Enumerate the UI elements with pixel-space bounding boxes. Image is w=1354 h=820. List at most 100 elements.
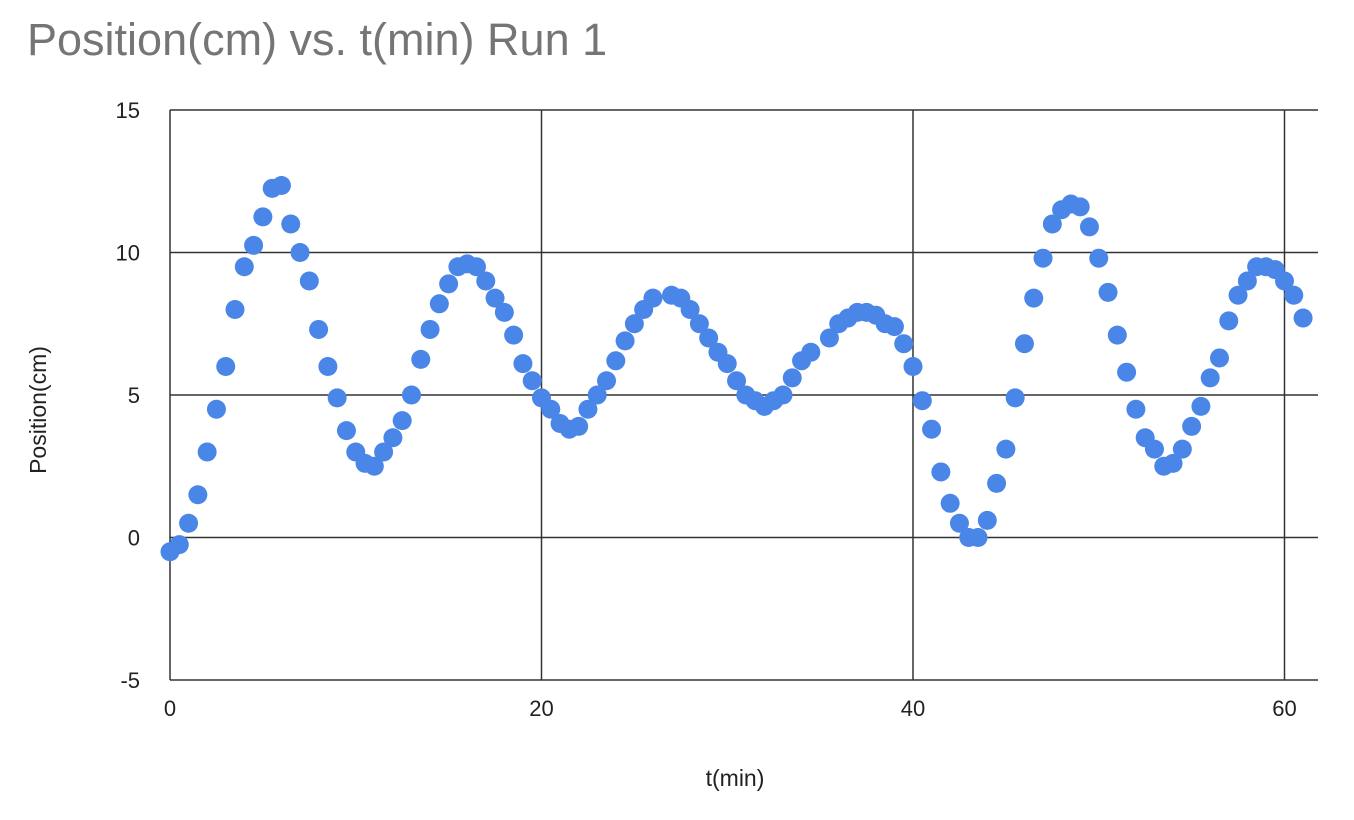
data-point [1209, 348, 1229, 368]
data-point [504, 325, 524, 345]
data-point [894, 334, 914, 354]
data-point [643, 288, 663, 308]
data-point [587, 385, 607, 405]
data-point [1163, 453, 1183, 473]
data-point [1172, 439, 1192, 459]
data-point [309, 319, 329, 339]
data-point [1200, 368, 1220, 388]
data-point [216, 357, 236, 376]
data-point [429, 294, 449, 314]
data-point [1070, 197, 1090, 217]
data-point [411, 349, 431, 369]
data-point [1098, 282, 1118, 302]
data-point [1117, 362, 1137, 382]
data-point [281, 214, 301, 234]
data-point [439, 274, 459, 294]
data-point [327, 388, 347, 408]
data-point [977, 510, 997, 530]
data-point [364, 456, 384, 476]
data-point [1228, 285, 1248, 305]
data-point [1237, 271, 1257, 291]
data-point [940, 493, 960, 513]
data-point [1284, 285, 1304, 305]
data-point [318, 357, 338, 376]
data-point [271, 176, 291, 196]
data-point [689, 314, 709, 334]
data-point [244, 235, 264, 255]
data-point [401, 385, 421, 405]
x-tick-label: 0 [164, 696, 176, 721]
x-tick-labels: 0 20 40 60 [164, 696, 1297, 721]
data-point [197, 442, 217, 462]
data-point [931, 462, 951, 482]
data-point [903, 357, 923, 376]
data-point [782, 368, 802, 388]
data-point [624, 314, 644, 334]
x-tick-label: 20 [529, 696, 553, 721]
data-point [680, 300, 700, 319]
data-point [968, 528, 988, 547]
data-point [996, 439, 1016, 459]
data-points [160, 176, 1313, 562]
data-point [1033, 248, 1053, 268]
data-point [374, 442, 394, 462]
data-point [801, 342, 821, 362]
data-point [513, 354, 533, 374]
data-point [1107, 325, 1127, 345]
data-point [1144, 439, 1164, 459]
data-point [476, 271, 496, 291]
data-point [1089, 248, 1109, 268]
data-point [234, 257, 254, 277]
data-point [1126, 399, 1146, 419]
y-tick-label: 0 [128, 526, 140, 551]
data-point [225, 300, 245, 319]
x-tick-label: 60 [1272, 696, 1296, 721]
data-point [299, 271, 319, 291]
y-tick-label: 15 [116, 98, 140, 123]
data-point [392, 411, 412, 431]
data-point [1275, 271, 1294, 291]
data-point [383, 428, 403, 448]
data-point [912, 391, 932, 411]
data-point [1219, 311, 1239, 331]
data-point [1005, 388, 1025, 408]
data-point [420, 319, 440, 339]
data-point [179, 513, 199, 533]
chart-title: Position(cm) vs. t(min) Run 1 [27, 14, 608, 65]
data-point [819, 328, 839, 348]
data-point [987, 473, 1007, 493]
data-point [541, 399, 561, 419]
data-point [169, 535, 189, 555]
data-point [1024, 288, 1044, 308]
data-point [606, 351, 626, 371]
y-tick-label: 5 [128, 383, 140, 408]
data-point [290, 243, 310, 262]
data-point [1042, 214, 1062, 234]
data-point [727, 371, 747, 391]
data-point [615, 331, 635, 351]
data-point [884, 317, 904, 337]
data-point [699, 328, 719, 348]
x-tick-label: 40 [901, 696, 925, 721]
data-point [922, 419, 942, 439]
data-point [1079, 217, 1099, 237]
data-point [253, 207, 273, 227]
data-point [773, 385, 793, 405]
data-point [569, 416, 589, 436]
data-point [336, 421, 356, 441]
y-tick-labels: -5 0 5 10 15 [116, 98, 140, 693]
data-point [188, 485, 208, 505]
data-point [206, 399, 226, 419]
data-point [949, 513, 969, 533]
y-tick-label: -5 [120, 668, 140, 693]
data-point [578, 399, 598, 419]
data-point [1293, 308, 1313, 328]
y-axis-label: Position(cm) [25, 346, 51, 474]
data-point [494, 302, 514, 322]
data-point [1182, 416, 1202, 436]
data-point [1014, 334, 1034, 354]
data-point [597, 371, 617, 391]
data-point [485, 288, 505, 308]
y-tick-label: 10 [116, 241, 140, 266]
